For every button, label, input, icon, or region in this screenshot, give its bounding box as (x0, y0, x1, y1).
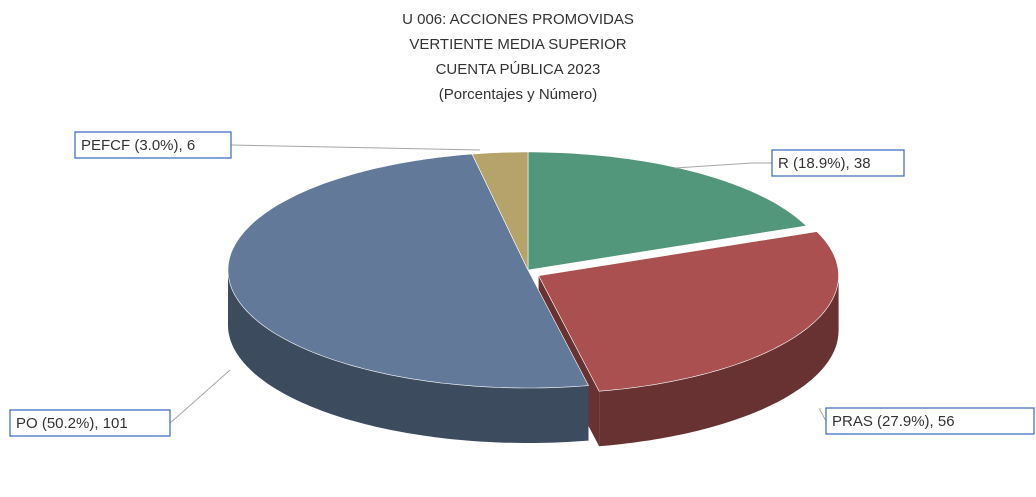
data-label: PO (50.2%), 101 (16, 415, 128, 432)
label-box (9, 409, 171, 437)
chart-title: U 006: ACCIONES PROMOVIDAS (402, 11, 634, 28)
slice (538, 231, 839, 392)
slice (471, 151, 529, 271)
label-box (825, 407, 1035, 435)
data-label: PRAS (27.9%), 56 (832, 413, 955, 430)
leader-line (674, 162, 772, 169)
chart-title: CUENTA PÚBLICA 2023 (436, 61, 601, 78)
leader-line (819, 408, 827, 422)
data-label: R (18.9%), 38 (778, 155, 871, 172)
leader-line (169, 369, 231, 424)
slice-side (228, 270, 589, 443)
leader-line (230, 144, 481, 151)
slice (527, 151, 807, 271)
chart-title: (Porcentajes y Número) (439, 86, 597, 103)
chart-title: VERTIENTE MEDIA SUPERIOR (409, 36, 626, 53)
label-box (74, 131, 232, 159)
slice (227, 153, 589, 389)
data-label: PEFCF (3.0%), 6 (81, 137, 195, 154)
slice-side (599, 275, 839, 447)
label-box (771, 149, 905, 177)
